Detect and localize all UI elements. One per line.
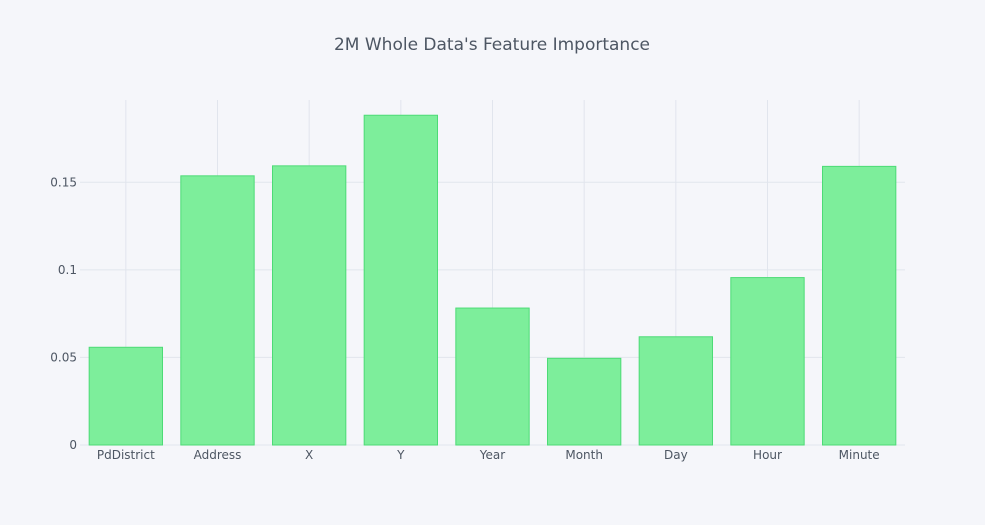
y-tick-label: 0.15 [50, 175, 77, 189]
x-tick-label: Address [194, 448, 242, 462]
y-tick-label: 0.1 [58, 263, 77, 277]
bar-pddistrict[interactable] [88, 346, 163, 446]
y-axis-tick-labels: 0 0.05 0.1 0.15 [50, 175, 77, 452]
x-tick-label: PdDistrict [97, 448, 155, 462]
x-tick-label: X [305, 448, 313, 462]
bar-minute[interactable] [822, 165, 897, 446]
x-tick-label: Hour [753, 448, 782, 462]
chart-title: 2M Whole Data's Feature Importance [334, 35, 650, 55]
x-axis-tick-labels: PdDistrict Address X Y Year Month Day Hour Minut… [97, 448, 880, 462]
bar-hour[interactable] [730, 277, 805, 446]
x-tick-label: Day [664, 448, 688, 462]
bar-y[interactable] [363, 114, 438, 446]
bar-x[interactable] [272, 165, 347, 446]
y-tick-label: 0.05 [50, 350, 77, 364]
x-tick-label: Month [565, 448, 603, 462]
x-tick-label: Year [479, 448, 505, 462]
bar-month[interactable] [547, 357, 622, 446]
bar-year[interactable] [455, 307, 530, 446]
y-tick-label: 0 [69, 438, 77, 452]
bar-day[interactable] [638, 336, 714, 446]
bar-address[interactable] [180, 175, 255, 446]
x-tick-label: Y [396, 448, 405, 462]
bars [88, 114, 897, 446]
x-tick-label: Minute [839, 448, 880, 462]
